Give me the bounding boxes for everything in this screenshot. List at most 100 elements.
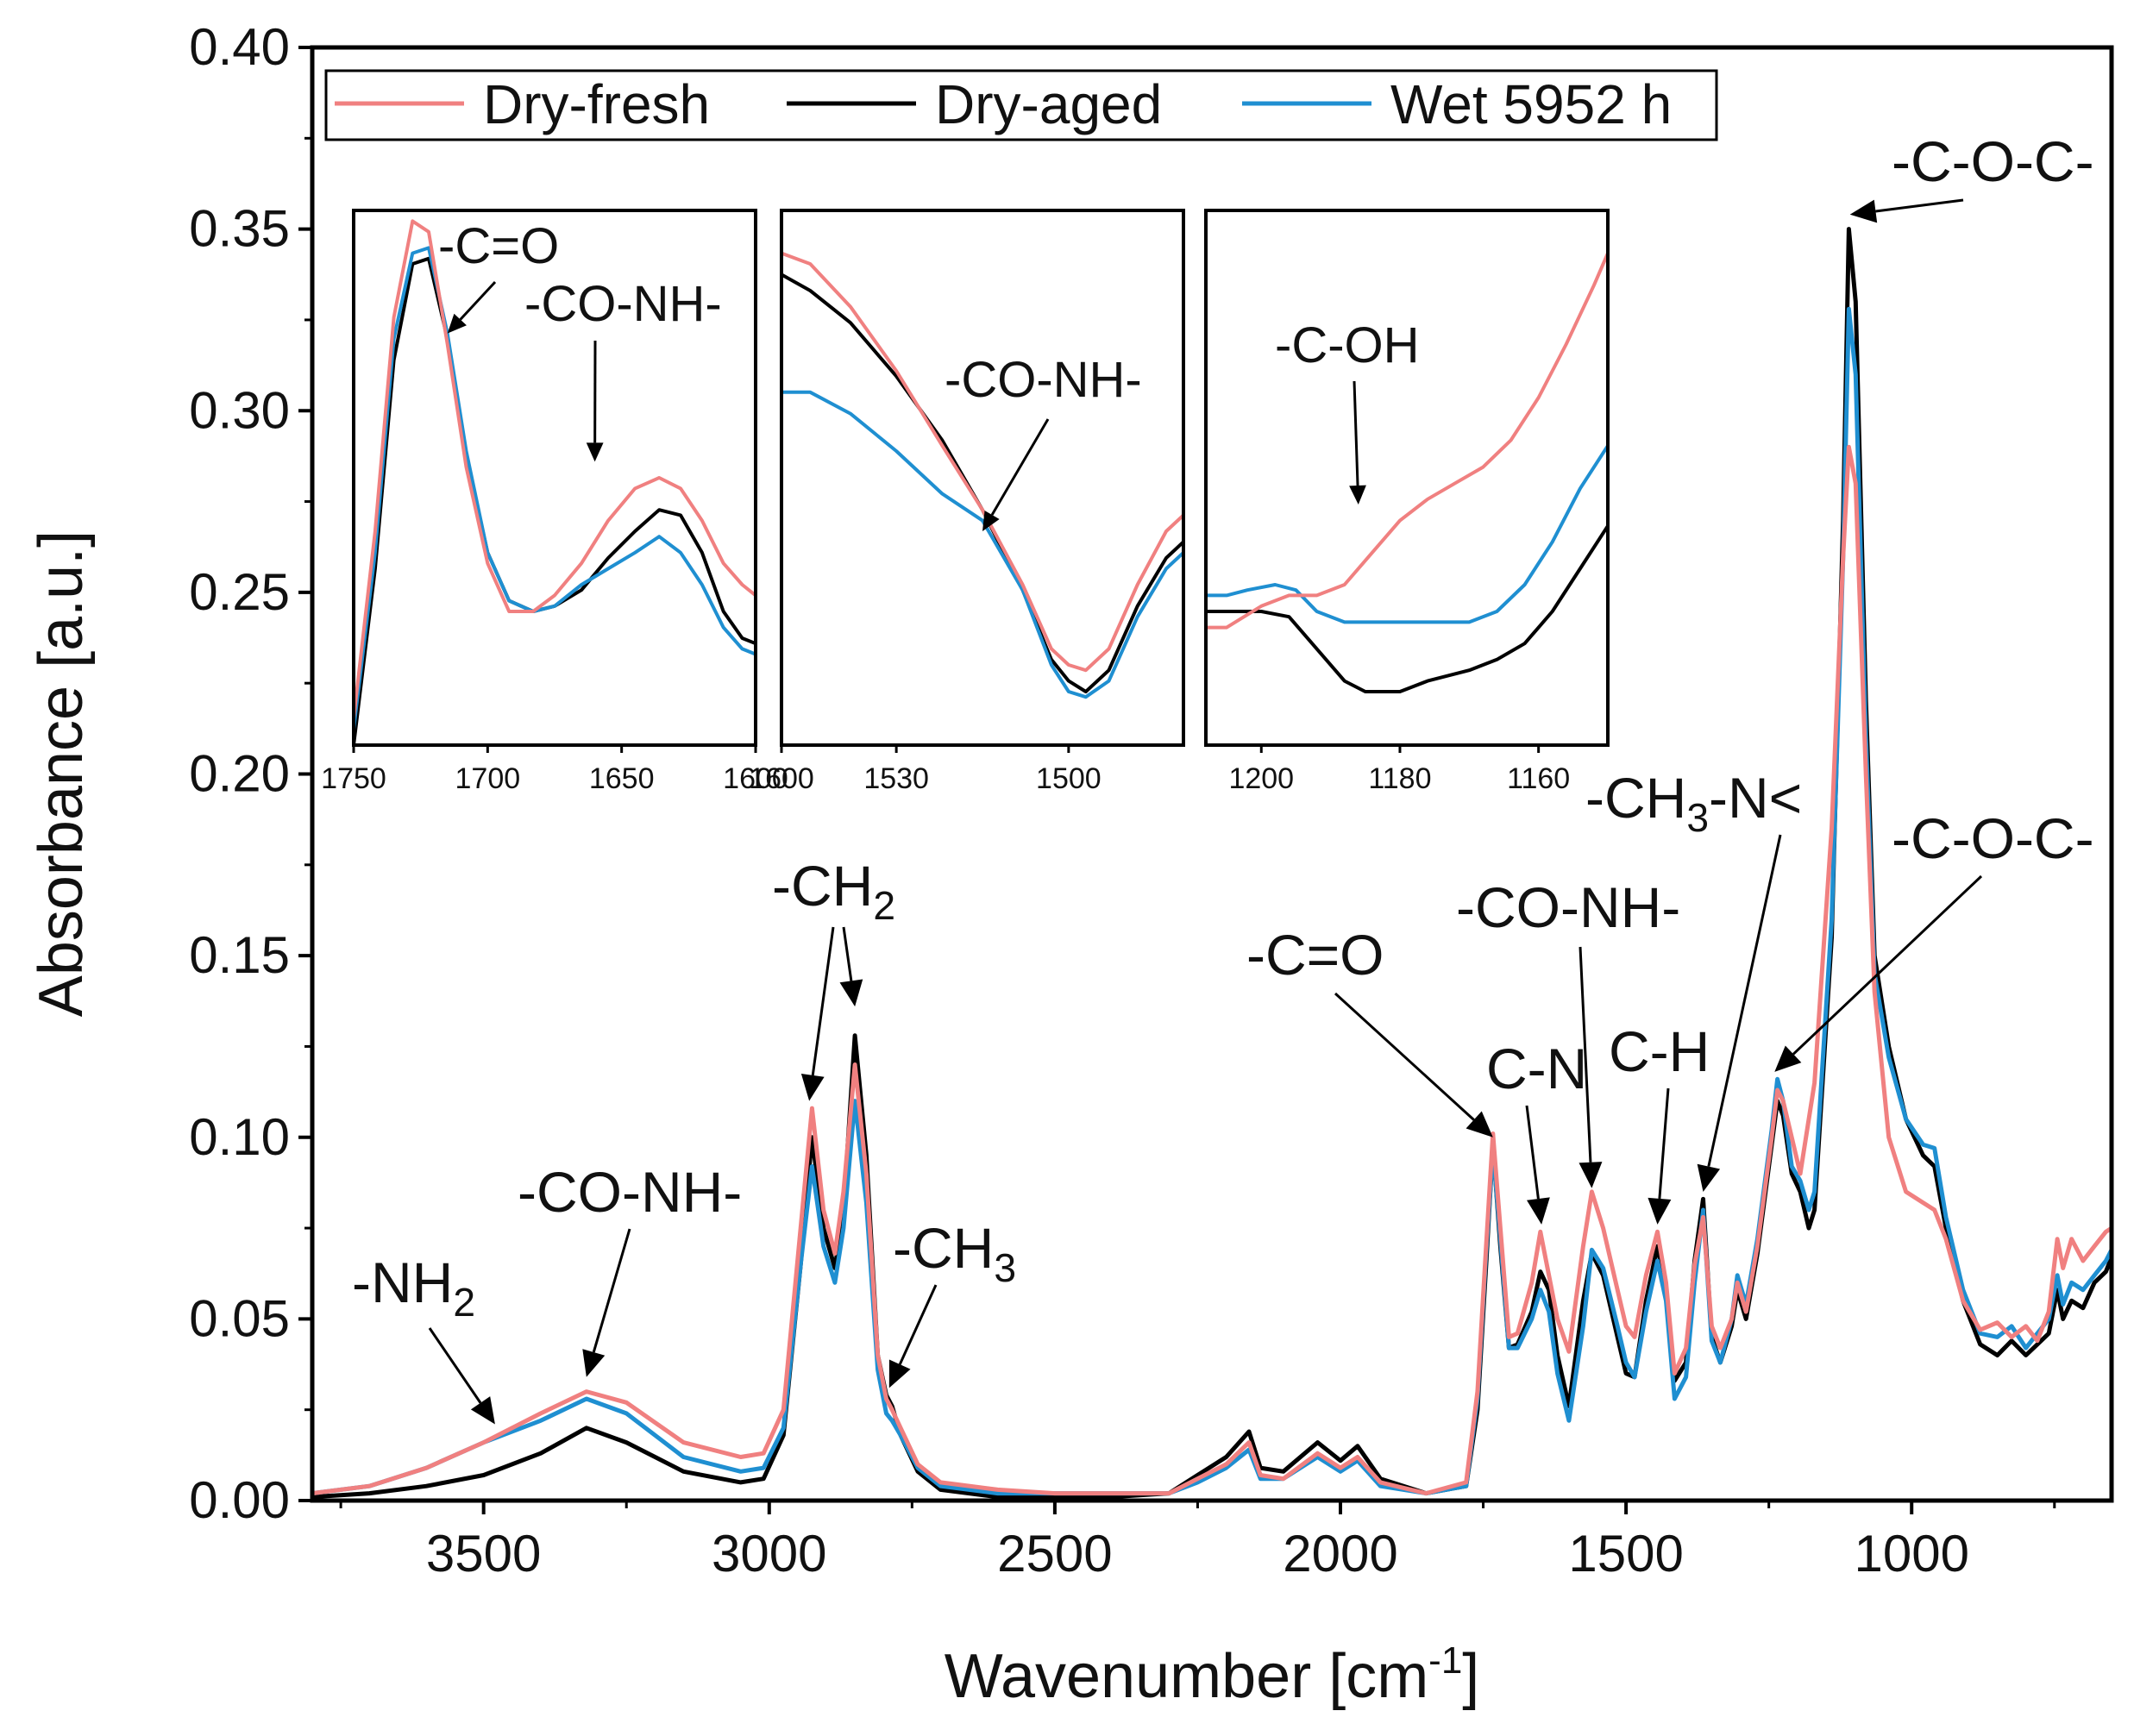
inset-annotation-label: -CO-NH- [945,352,1142,408]
annotation-label-main: -CH [772,854,873,918]
annotation-label-main: -CO-NH- [518,1160,742,1224]
series-group [311,227,2114,1500]
y-tick-label: 0.40 [189,18,290,76]
annotation-arrowhead [1849,199,1878,223]
inset-annotation-label: -C=O [438,218,559,274]
annotation-label-main: -CH [1585,766,1686,830]
inset-background [1206,210,1608,745]
annotation-label-end: -N< [1709,766,1802,830]
inset-series-line [352,219,757,719]
inset-tick-label: 1180 [1368,762,1431,795]
annotation-label: -C-O-C- [1892,129,2094,193]
annotation-arrow-line [428,1327,482,1404]
annotation-label: C-N [1486,1037,1587,1100]
annotation-arrowhead [586,442,604,462]
annotation-label: -CO-NH- [1456,875,1680,939]
annotation-label: -CH3 [893,1216,1016,1290]
annotation-arrow-line [1875,198,1964,213]
x-tick-label: 2000 [1283,1525,1397,1582]
annotation-group: -NH2-CO-NH--CH2-CH3-C=OC-N-CO-NH-C-H-CH3… [352,129,2094,1425]
x-tick-label: 3000 [712,1525,826,1582]
annotation-arrow-line [1707,834,1782,1167]
annotation-label-sub: 3 [1686,795,1709,840]
annotation-label-main: -C-O-C- [1892,806,2094,870]
annotation-arrowhead [888,1359,911,1388]
inset-series-line [1206,252,1610,630]
inset-annotation-label-main: -C=O [438,218,559,274]
x-axis-title-end: ] [1462,1642,1479,1711]
annotation-label-main: -NH [352,1250,453,1314]
annotation-arrow-line [842,926,853,981]
inset-frame [352,209,757,747]
annotation-arrow-line [459,280,497,321]
legend-box [324,69,1718,141]
annotation-label: -CO-NH- [518,1160,742,1224]
annotation-arrowhead [1697,1163,1721,1192]
x-tick-label: 1000 [1854,1525,1968,1582]
legend-entry: Dry-fresh [483,73,710,135]
annotation-arrowhead [470,1396,495,1425]
inset-annotation-label-main: -CO-NH- [945,352,1142,408]
annotation-arrow-line [990,418,1050,516]
inset-series-line [1206,444,1610,624]
y-tick-label: 0.15 [189,926,290,984]
x-tick-label: 1500 [1568,1525,1683,1582]
series-line-dry-fresh [311,444,2113,1496]
legend-entry: Wet 5952 h [1390,73,1672,135]
annotation-label-main: -CO-NH- [1456,875,1680,939]
annotation-arrow-line [1525,1105,1540,1200]
x-axis-title: Wavenumber [cm-1] [945,1639,1480,1711]
annotation-arrow-line [1792,874,1983,1056]
annotation-arrowhead [1648,1197,1672,1225]
inset-annotation-label: -CO-NH- [524,276,722,332]
inset-background [354,210,756,745]
annotation-arrow-line [898,1284,938,1365]
y-tick-label: 0.05 [189,1289,290,1347]
y-tick-label: 0.30 [189,381,290,439]
inset-tick-label: 1160 [1507,762,1570,795]
annotation-arrow-line [811,926,835,1076]
y-tick-label: 0.20 [189,745,290,803]
inset-tick-label: 1750 [321,762,386,795]
annotation-label-sub: 2 [453,1280,475,1325]
inset-annotation-label-main: -C-OH [1275,317,1420,373]
inset-tick-label: 1600 [749,762,814,795]
inset-panel: 1200 1180 1160 -C-OH [1204,209,1610,795]
axis-ticks: 0.00 0.05 0.10 0.15 0.20 0.25 0.30 0.35 0.40 3500… [189,18,2056,1582]
inset-series-line [781,390,1185,699]
inset-tick-label: 1530 [863,762,929,795]
annotation-arrowhead [1527,1197,1550,1225]
y-tick-label: 0.00 [189,1471,290,1529]
x-axis-title-main: Wavenumber [cm [945,1642,1428,1711]
annotation-arrow-line [1334,992,1475,1121]
y-tick-label: 0.35 [189,200,290,258]
annotation-arrow-line [1579,946,1592,1163]
inset-tick-label: 1600 [723,762,788,795]
annotation-label-main: -C-O-C- [1892,129,2094,193]
y-tick-label: 0.25 [189,563,290,621]
annotation-arrowhead [1774,1045,1802,1072]
inset-frame [1204,209,1610,747]
inset-tick-label: 1500 [1036,762,1102,795]
inset-panel: 1750 1700 1650 1600 -C=O-CO-NH- [321,209,788,795]
legend: Dry-fresh Dry-aged Wet 5952 h [324,69,1718,141]
annotation-label-main: C-N [1486,1037,1587,1100]
inset-background [781,210,1183,745]
annotation-arrow-line [1658,1087,1670,1200]
y-axis-title: Absorbance [a.u.] [27,530,96,1017]
annotation-arrowhead [1466,1111,1493,1137]
inset-panel: 1600 1530 1500 -CO-NH- [749,209,1185,795]
annotation-arrowhead [839,979,863,1007]
inset-frame [780,209,1185,747]
x-tick-label: 3500 [426,1525,541,1582]
inset-series-line [1206,524,1610,693]
inset-tick-label: 1700 [455,762,521,795]
annotation-label-sub: 2 [873,883,895,928]
annotation-label: -NH2 [352,1250,475,1325]
annotation-arrowhead [582,1349,606,1377]
legend-entry: Dry-aged [935,73,1162,135]
annotation-arrowhead [982,511,1000,531]
annotation-arrowhead [1349,485,1366,505]
x-axis-title-sup: -1 [1428,1639,1462,1682]
